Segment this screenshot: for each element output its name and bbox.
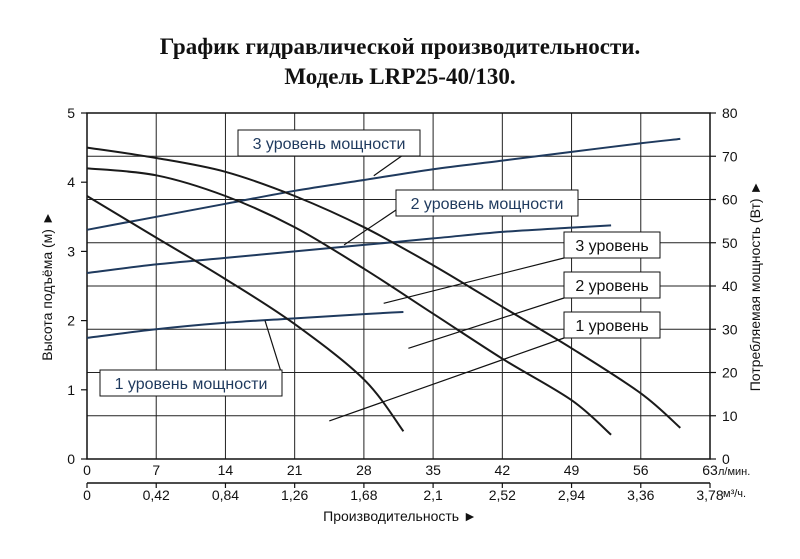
power-label-2-box: [395, 189, 579, 217]
power-label-1: 1 уровень мощности: [99, 320, 283, 397]
y-right-tick-label: 0: [722, 451, 730, 467]
head-label-1-box: [563, 311, 661, 339]
y-left-axis-title: Высота подъёма (м) ►: [39, 211, 55, 360]
y-right-tick-label: 80: [722, 105, 738, 121]
y-left-tick-label: 4: [67, 174, 75, 190]
x-tick-label: 56: [633, 462, 649, 478]
x2-tick-label: 2,94: [558, 487, 585, 503]
power-label-2: 2 уровень мощности: [343, 189, 579, 246]
x2-tick-label: 1,26: [281, 487, 308, 503]
y-left-tick-label: 2: [67, 313, 75, 329]
head-label-3: 3 уровень: [383, 231, 661, 304]
x-tick-label: 14: [218, 462, 234, 478]
head-label-1: 1 уровень: [329, 311, 661, 422]
x-tick-label: 21: [287, 462, 303, 478]
head-label-2: 2 уровень: [408, 271, 661, 349]
x2-tick-label: 0: [83, 487, 91, 503]
series-labels: 3 уровень 2 уровень 1 уровень 3 уровень мощ…: [99, 129, 661, 422]
chart-title-line-1: График гидравлической производительности…: [159, 34, 641, 59]
y-right-axis-title: Потребляемая мощность (Вт) ►: [747, 181, 763, 392]
power-label-1-text: 1 уровень мощности: [115, 376, 268, 393]
x-tick-label: 0: [83, 462, 91, 478]
x2-tick-label: 3,36: [627, 487, 654, 503]
head-curve-3: [86, 146, 681, 429]
chart-title-line-2: Модель LRP25-40/130.: [284, 64, 516, 89]
y-right-tick-label: 30: [722, 321, 738, 337]
x-tick-label: 28: [356, 462, 372, 478]
y-right-tick-label: 10: [722, 408, 738, 424]
power-label-3-box: [237, 129, 421, 157]
power-label-3-text: 3 уровень мощности: [253, 136, 406, 153]
head-label-2-text: 2 уровень: [575, 278, 648, 295]
y-left-tick-label: 1: [67, 382, 75, 398]
x-axis-title: Производительность ►: [323, 508, 477, 524]
head-label-2-box: [563, 271, 661, 299]
head-label-1-text: 1 уровень: [575, 318, 648, 335]
x-unit-label: л/мин.: [718, 466, 750, 478]
y-right-tick-label: 20: [722, 365, 738, 381]
power-curve-3: [86, 137, 681, 231]
head-curve-2: [86, 167, 612, 436]
x-tick-label: 42: [495, 462, 511, 478]
y-left-tick-label: 5: [67, 105, 75, 121]
x2-tick-label: 0,84: [212, 487, 239, 503]
x2-tick-label: 2,52: [489, 487, 516, 503]
axes: 0 7 14 21 28 35 42 49 56 63 л/мин.0 0,42 0,84 1,26 1,6…: [39, 105, 763, 524]
x2-tick-label: 2,1: [423, 487, 443, 503]
power-label-3: 3 уровень мощности: [237, 129, 421, 177]
head-label-3-text: 3 уровень: [575, 238, 648, 255]
power-curve-2: [86, 224, 612, 274]
power-label-2-leader: [343, 209, 397, 246]
power-curve-1: [86, 311, 404, 339]
head-label-2-leader: [408, 297, 565, 349]
y-left-tick-label: 3: [67, 243, 75, 259]
power-label-2-text: 2 уровень мощности: [411, 196, 564, 213]
head-label-3-leader: [383, 257, 565, 304]
head-label-3-box: [563, 231, 661, 259]
x2-unit-label: м³/ч.: [723, 488, 746, 500]
x2-tick-label: 1,68: [350, 487, 377, 503]
power-label-1-box: [99, 369, 283, 397]
y-right-tick-label: 70: [722, 148, 738, 164]
x-tick-label: 35: [425, 462, 441, 478]
y-right-tick-label: 50: [722, 235, 738, 251]
x-tick-label: 49: [564, 462, 580, 478]
power-label-1-leader: [264, 320, 283, 376]
head-label-1-leader: [329, 337, 565, 422]
y-right-tick-label: 40: [722, 278, 738, 294]
x-tick-label: 7: [152, 462, 160, 478]
head-curve-1: [86, 195, 405, 432]
y-left-tick-label: 0: [67, 451, 75, 467]
x2-tick-label: 3,78: [696, 487, 723, 503]
series: [86, 137, 681, 436]
x-tick-label: 63: [702, 462, 718, 478]
y-right-tick-label: 60: [722, 192, 738, 208]
x2-tick-label: 0,42: [143, 487, 170, 503]
